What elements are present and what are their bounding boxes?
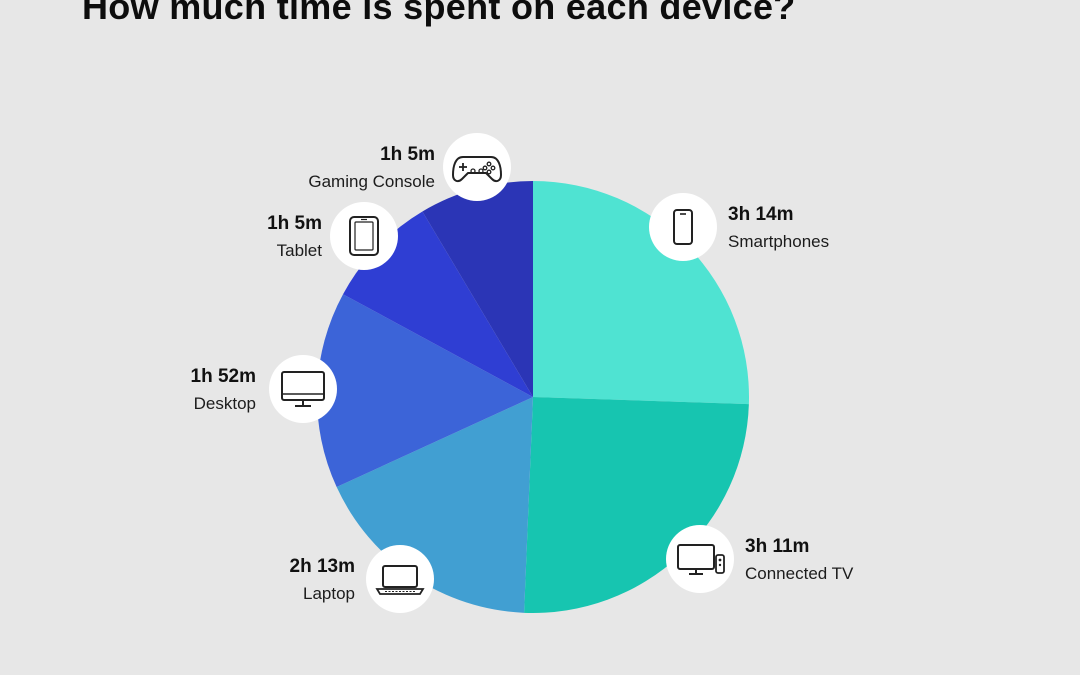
pie-slice-laptop — [336, 397, 533, 613]
chart-title: How much time is spent on each device? — [82, 0, 796, 27]
category-label-connected-tv: Connected TV — [745, 564, 854, 583]
value-label-laptop: 2h 13m — [290, 556, 355, 577]
value-label-desktop: 1h 52m — [191, 366, 256, 387]
badge-connected-tv — [666, 525, 734, 593]
category-label-desktop: Desktop — [194, 394, 256, 413]
pie-slice-gaming-console — [422, 181, 533, 397]
badge-desktop — [269, 355, 337, 423]
category-label-smartphones: Smartphones — [728, 232, 829, 251]
badge-laptop — [366, 545, 434, 613]
pie-slice-tablet — [343, 211, 533, 397]
category-label-tablet: Tablet — [277, 241, 323, 260]
laptop-icon — [375, 565, 425, 595]
value-label-gaming-console: 1h 5m — [380, 144, 435, 165]
gamepad-icon — [452, 156, 502, 183]
badge-smartphones — [649, 193, 717, 261]
value-label-tablet: 1h 5m — [267, 213, 322, 234]
pie-slice-desktop — [316, 294, 533, 488]
smartphone-icon — [673, 209, 693, 245]
badge-gaming-console — [443, 133, 511, 201]
pie-slice-connected-tv — [524, 397, 749, 614]
pie-slice-smartphones — [533, 181, 749, 405]
value-label-smartphones: 3h 14m — [728, 204, 793, 225]
desktop-icon — [281, 371, 325, 407]
tablet-icon — [349, 216, 379, 256]
category-label-laptop: Laptop — [303, 584, 355, 603]
tv-icon — [677, 544, 725, 575]
value-label-connected-tv: 3h 11m — [745, 536, 809, 557]
category-label-gaming-console: Gaming Console — [308, 172, 435, 191]
badge-tablet — [330, 202, 398, 270]
